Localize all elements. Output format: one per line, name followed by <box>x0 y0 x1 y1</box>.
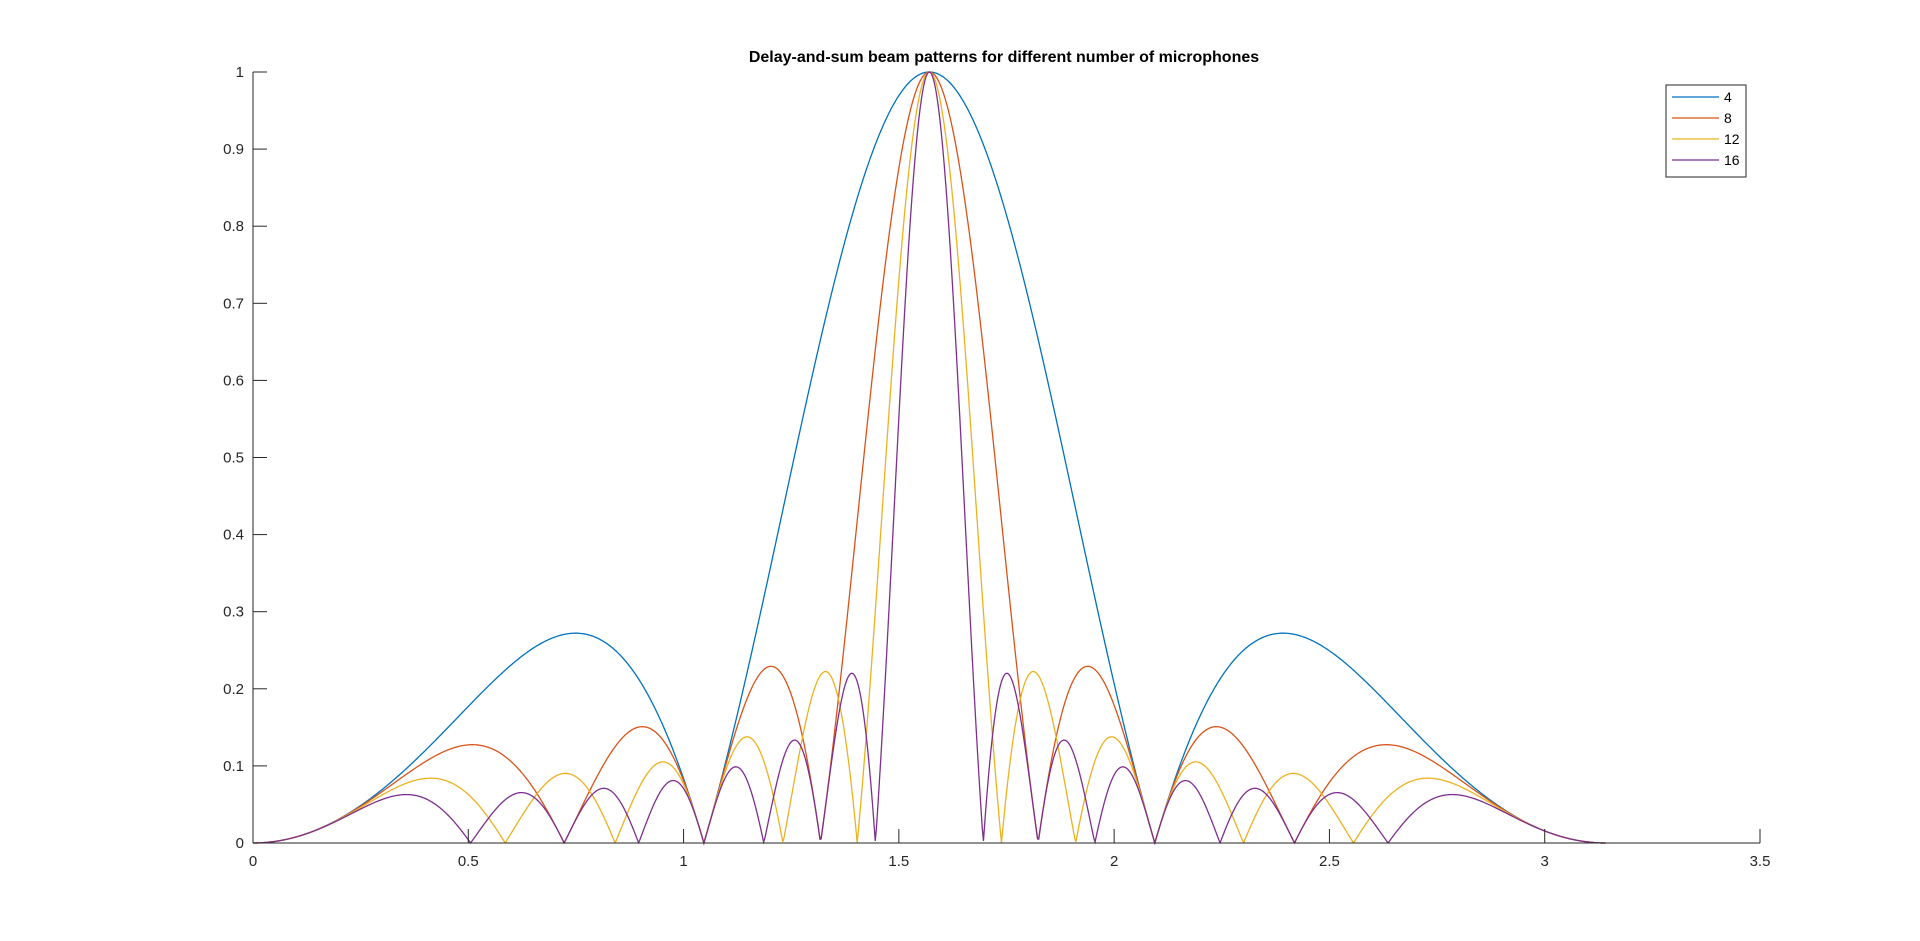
y-tick-label: 0.8 <box>223 218 244 235</box>
series-line-16 <box>253 71 1606 846</box>
legend-label-8: 8 <box>1724 110 1732 126</box>
y-tick-label: 1 <box>236 64 244 81</box>
x-tick-label: 1 <box>679 853 687 870</box>
x-tick-label: 1.5 <box>888 853 909 870</box>
y-tick-label: 0.2 <box>223 681 244 698</box>
y-tick-label: 0.9 <box>223 141 244 158</box>
y-tick-label: 0.6 <box>223 372 244 389</box>
x-tick-label: 3 <box>1541 853 1549 870</box>
x-tick-label: 0.5 <box>458 853 479 870</box>
x-tick-label: 2.5 <box>1319 853 1340 870</box>
legend-box <box>1665 84 1747 178</box>
x-tick-label: 3.5 <box>1750 853 1771 870</box>
y-tick-label: 0.1 <box>223 758 244 775</box>
plot-area <box>253 71 1606 846</box>
legend: 4 8 12 16 <box>1665 84 1747 178</box>
y-tick-label: 0.4 <box>223 527 244 544</box>
chart-title: Delay-and-sum beam patterns for differen… <box>749 49 1259 66</box>
axes: 0 0.5 1 1.5 2 2.5 3 3.5 0 0.1 0.2 0.3 0.4 0.5 0.6 0.7 0.… <box>223 64 1770 870</box>
legend-label-12: 12 <box>1724 131 1740 147</box>
y-tick-label: 0.7 <box>223 295 244 312</box>
y-tick-label: 0.5 <box>223 450 244 467</box>
x-tick-label: 2 <box>1110 853 1118 870</box>
y-tick-label: 0 <box>236 835 244 852</box>
y-tick-label: 0.3 <box>223 604 244 621</box>
x-tick-label: 0 <box>249 853 257 870</box>
legend-label-16: 16 <box>1724 152 1740 168</box>
legend-label-4: 4 <box>1724 89 1732 105</box>
